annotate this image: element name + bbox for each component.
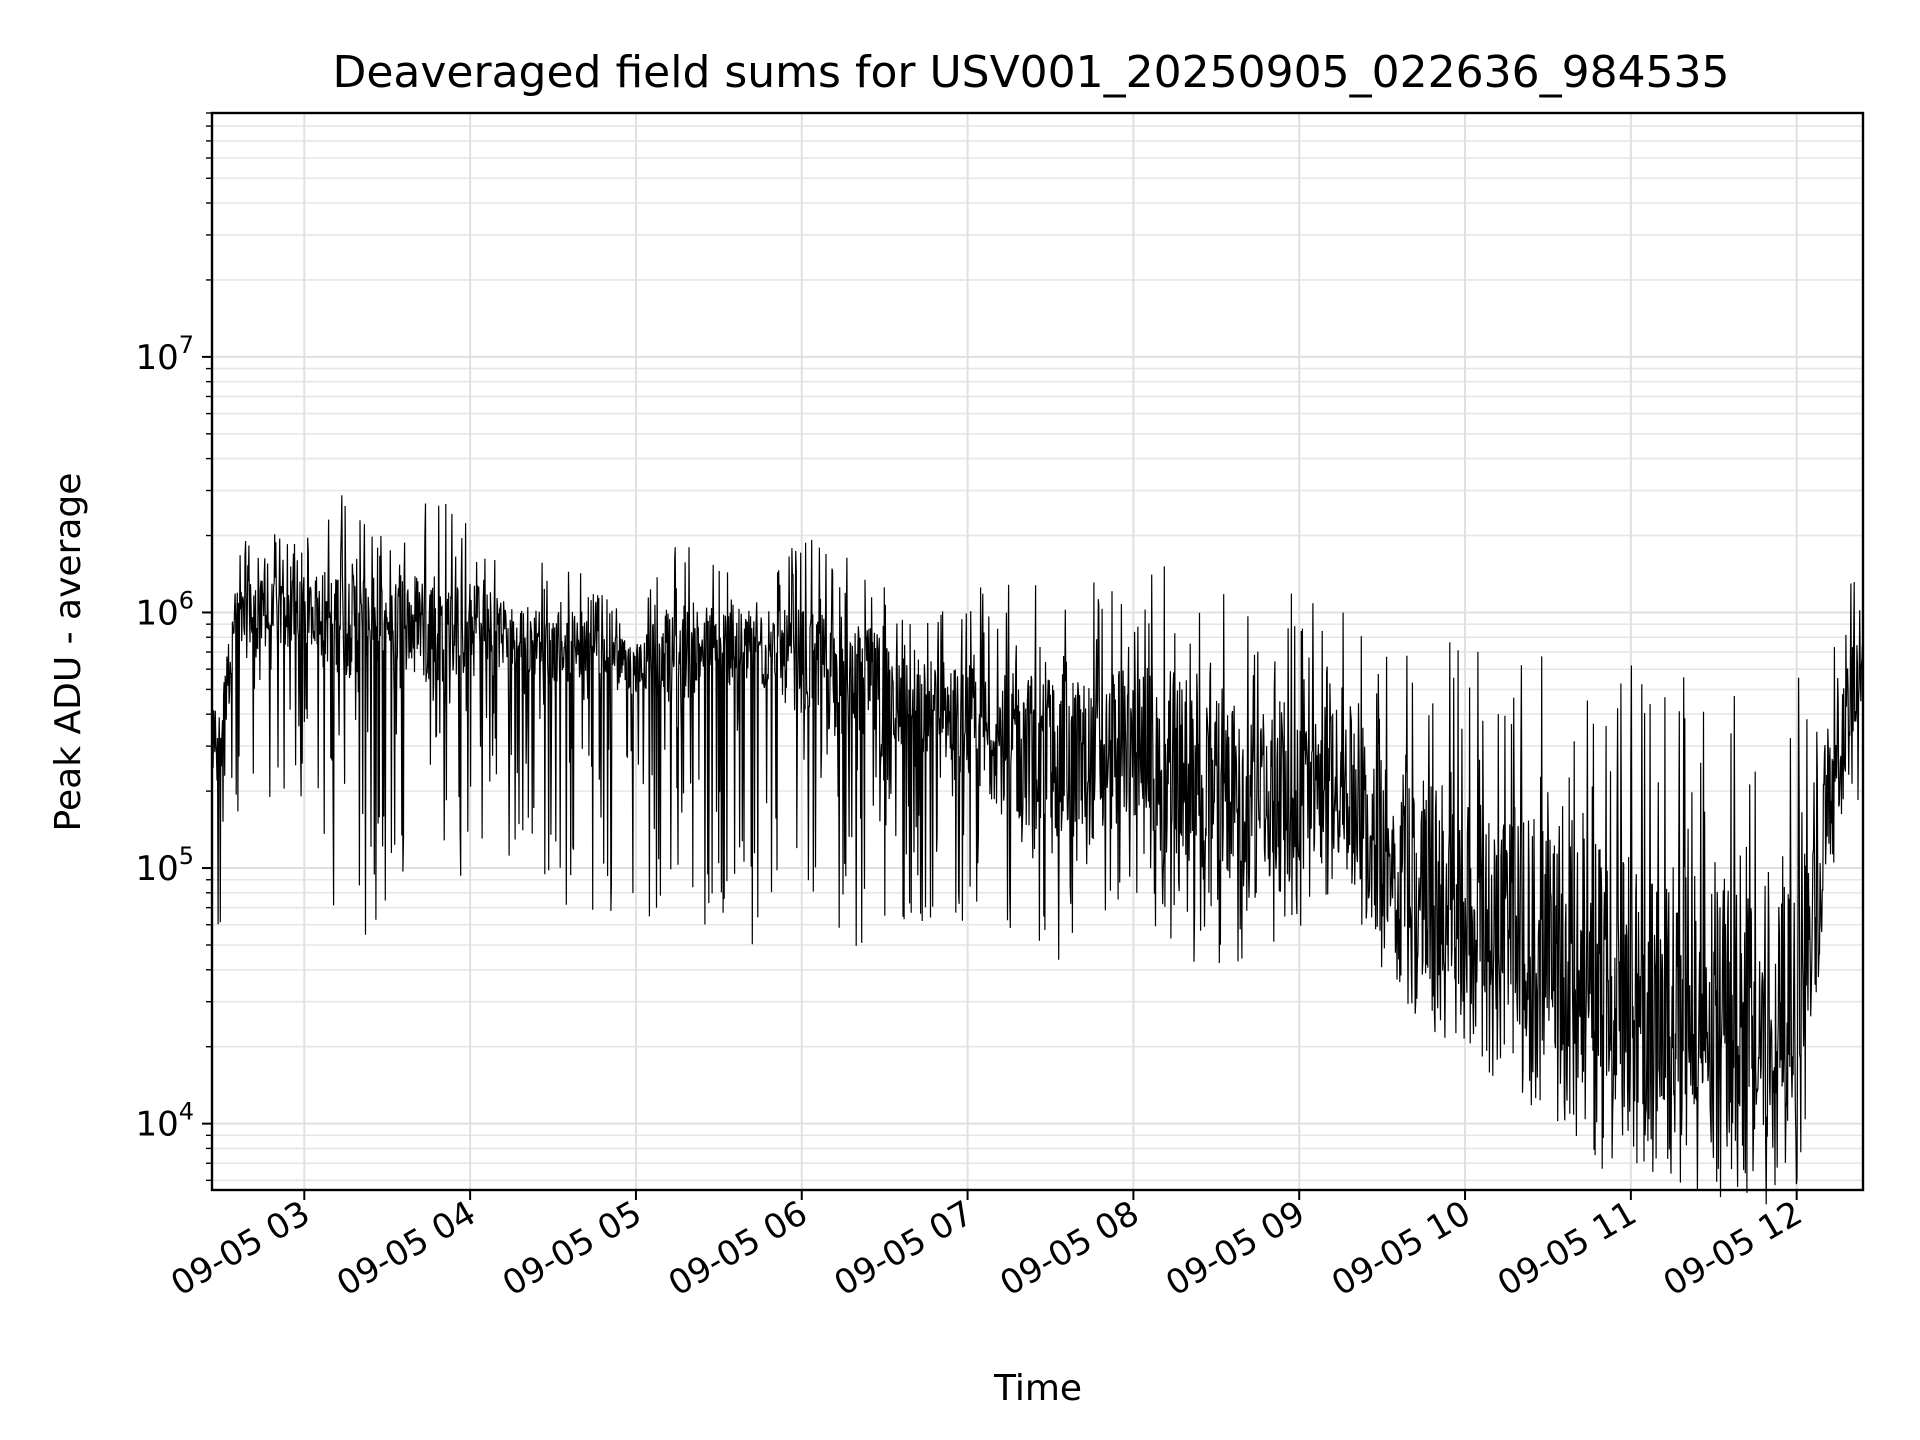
x-tick-label: 09-05 08: [994, 1193, 1146, 1304]
x-tick-label: 09-05 04: [330, 1193, 482, 1304]
x-tick-label: 09-05 10: [1325, 1193, 1477, 1304]
series-line: [212, 495, 1864, 1205]
x-axis-label: Time: [993, 1368, 1082, 1409]
x-tick-label: 09-05 11: [1491, 1193, 1643, 1304]
y-tick-label: 105: [135, 842, 194, 889]
y-tick-label: 104: [135, 1098, 194, 1145]
y-tick-label: 107: [135, 331, 194, 378]
x-tick-label: 09-05 07: [828, 1193, 980, 1304]
x-tick-label: 09-05 09: [1159, 1193, 1311, 1304]
y-tick-label: 106: [135, 586, 194, 633]
x-tick-label: 09-05 06: [662, 1193, 814, 1304]
x-tick-label: 09-05 05: [496, 1193, 648, 1304]
y-axis: 104 105 106 107: [135, 112, 212, 1182]
x-tick-label: 09-05 12: [1657, 1193, 1809, 1304]
x-tick-label: 09-05 03: [164, 1193, 316, 1304]
x-axis: 09-05 03 09-05 04 09-05 05 09-05 06 09-05 07…: [164, 1190, 1809, 1304]
data-series: [212, 495, 1864, 1205]
chart-title: Deaveraged field sums for USV001_2025090…: [332, 47, 1729, 98]
y-axis-label: Peak ADU - average: [48, 473, 89, 832]
